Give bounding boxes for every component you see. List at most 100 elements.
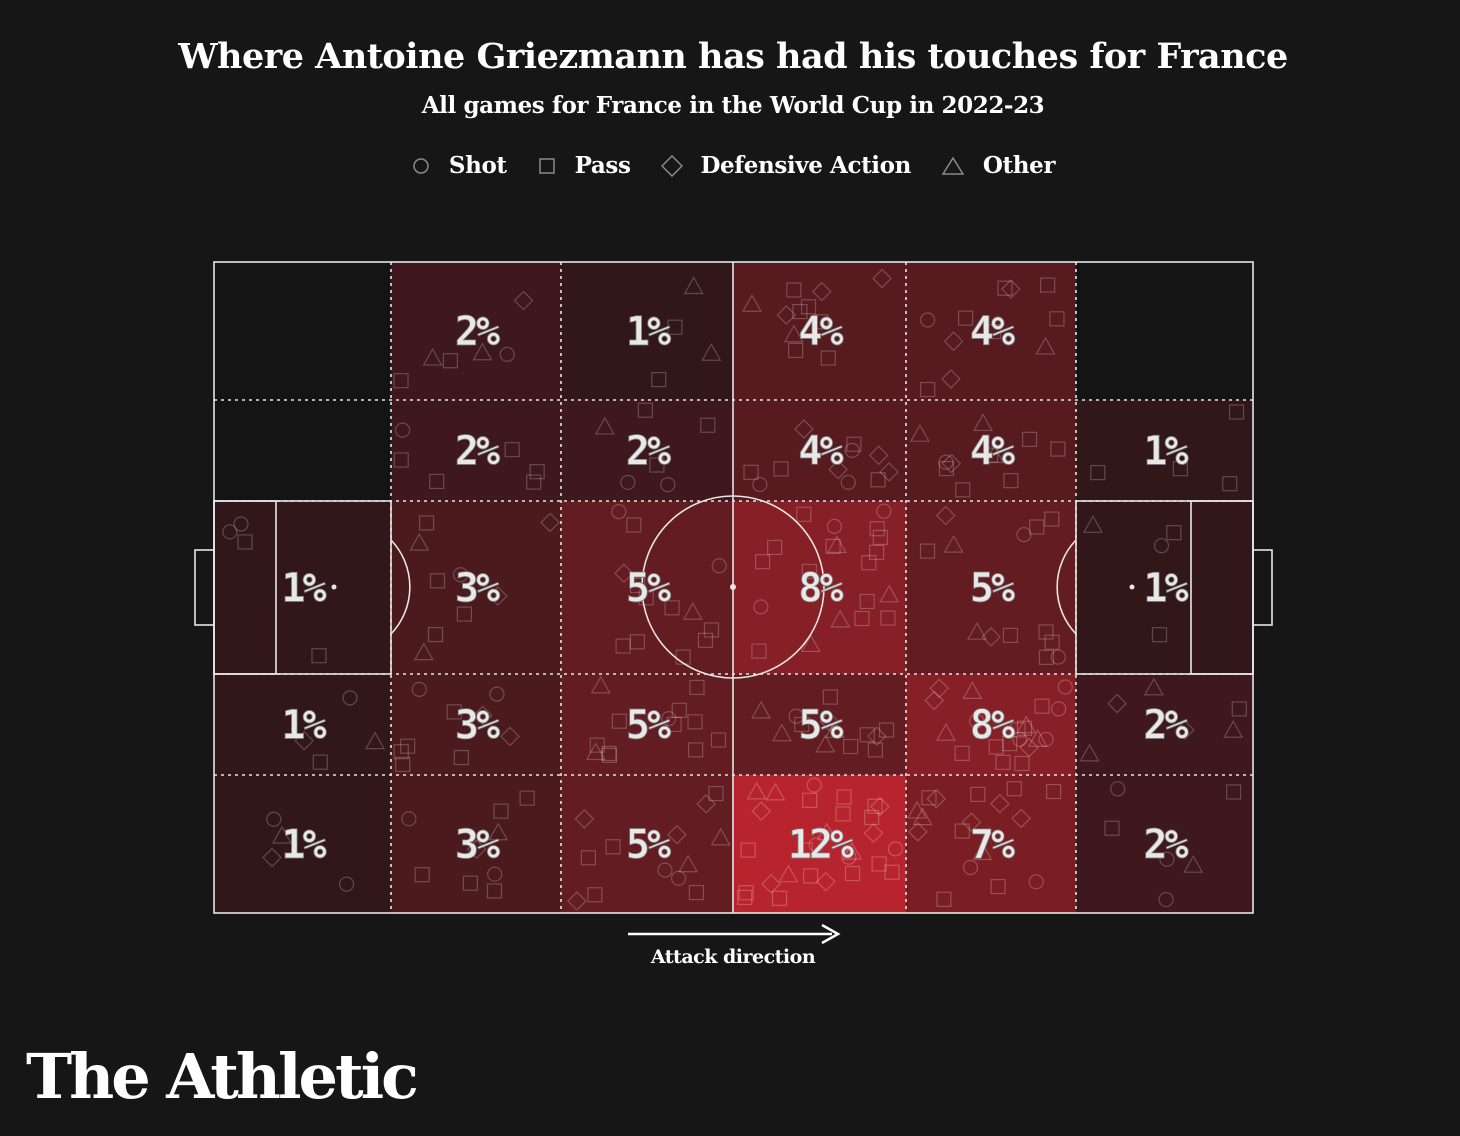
touch-marker <box>802 792 818 808</box>
centre-circle <box>641 495 825 679</box>
touch-marker <box>429 473 445 490</box>
defensive-action-diamond-icon <box>660 154 683 177</box>
touch-marker <box>1021 431 1038 447</box>
penalty-spot-left <box>331 584 337 590</box>
touch-marker <box>861 555 877 571</box>
touch-marker <box>711 558 727 574</box>
touch-marker <box>488 586 508 606</box>
touch-marker <box>660 477 676 493</box>
touch-marker <box>708 785 724 802</box>
touch-marker <box>808 837 824 853</box>
touch-marker <box>666 716 682 732</box>
touch-marker <box>427 626 444 643</box>
touch-marker <box>907 821 928 842</box>
touch-marker <box>816 822 837 841</box>
touch-marker <box>661 711 677 727</box>
touch-marker <box>1107 693 1127 714</box>
touch-marker <box>689 679 705 696</box>
touch-marker <box>776 305 797 325</box>
cell-label-r3-c1: 3% <box>455 703 500 749</box>
heat-cell-r0-c4 <box>906 262 1076 400</box>
other-triangle-icon <box>941 156 965 175</box>
touch-marker <box>1223 720 1244 738</box>
heat-cell-r1-c5 <box>1076 400 1253 501</box>
touch-marker <box>968 713 985 729</box>
touch-marker <box>519 790 535 806</box>
touch-marker <box>1040 277 1056 293</box>
touch-marker <box>418 515 435 531</box>
touch-marker <box>843 738 859 755</box>
chart-subtitle: All games for France in the World Cup in… <box>421 92 1045 119</box>
touch-marker <box>442 353 458 369</box>
touch-marker <box>771 890 788 906</box>
touch-marker <box>794 716 810 733</box>
touch-marker <box>1231 701 1247 717</box>
heat-cell-r2-c0 <box>214 501 391 674</box>
touch-marker <box>688 742 704 758</box>
touch-marker <box>746 781 767 800</box>
shot-circle-icon <box>413 157 429 174</box>
cell-label-r2-c2: 5% <box>626 566 671 612</box>
touch-marker <box>943 331 964 352</box>
touch-marker <box>972 413 994 432</box>
cell-label-r3-c4: 8% <box>970 703 1015 749</box>
cell-label-r2-c0: 1% <box>281 566 326 612</box>
touch-marker <box>938 454 954 470</box>
touch-marker <box>820 350 836 366</box>
touch-marker <box>1079 743 1100 762</box>
touch-marker <box>738 885 754 901</box>
touch-marker <box>941 369 961 389</box>
heat-cell-r4-c4 <box>906 775 1076 913</box>
touch-marker <box>1159 851 1175 867</box>
touch-marker <box>1045 783 1062 800</box>
touch-marker <box>1104 820 1120 836</box>
touch-marker <box>271 825 293 844</box>
touch-marker <box>540 512 560 533</box>
heat-cell-r3-c4 <box>906 674 1076 775</box>
touch-marker <box>493 803 509 819</box>
goal-left <box>194 549 215 626</box>
legend-label-shot: Shot <box>448 152 507 179</box>
touch-marker <box>701 343 722 361</box>
heat-cell-r2-c4 <box>906 501 1076 674</box>
cell-label-r1-c1: 2% <box>455 429 500 475</box>
touch-marker <box>938 460 955 477</box>
touch-marker <box>1172 461 1188 477</box>
touch-marker <box>1016 720 1033 736</box>
touch-marker <box>879 584 900 603</box>
touch-marker <box>472 705 493 726</box>
touch-marker <box>294 730 315 751</box>
touch-marker <box>800 634 821 653</box>
touch-marker <box>394 422 411 438</box>
touch-marker <box>414 867 430 883</box>
touch-marker <box>957 310 974 326</box>
touch-marker <box>1035 336 1056 355</box>
touch-marker <box>499 346 515 362</box>
touch-marker <box>796 506 812 522</box>
touch-marker <box>773 461 789 477</box>
touch-marker <box>870 472 886 488</box>
touch-marker <box>1027 729 1048 747</box>
touch-marker <box>842 841 863 860</box>
touch-marker <box>1028 874 1044 890</box>
legend-item-pass: Pass <box>537 152 631 179</box>
legend-item-shot: Shot <box>411 152 507 179</box>
touch-marker <box>752 476 768 493</box>
legend-label-pass: Pass <box>574 152 631 179</box>
touch-marker <box>981 627 1001 647</box>
touch-marker <box>867 798 883 814</box>
pass-square-icon <box>538 157 555 174</box>
cell-label-r4-c4: 7% <box>970 822 1015 868</box>
touch-marker <box>311 648 327 664</box>
touch-marker <box>688 884 705 901</box>
touch-marker <box>824 720 845 739</box>
touch-marker <box>872 529 888 546</box>
touch-marker <box>411 681 427 697</box>
touch-marker <box>488 822 509 841</box>
touch-marker <box>651 372 667 388</box>
cell-label-r4-c0: 1% <box>281 822 326 868</box>
touch-marker <box>629 577 646 594</box>
touch-marker <box>846 436 862 452</box>
touch-marker <box>626 517 642 533</box>
touch-marker <box>788 708 804 724</box>
